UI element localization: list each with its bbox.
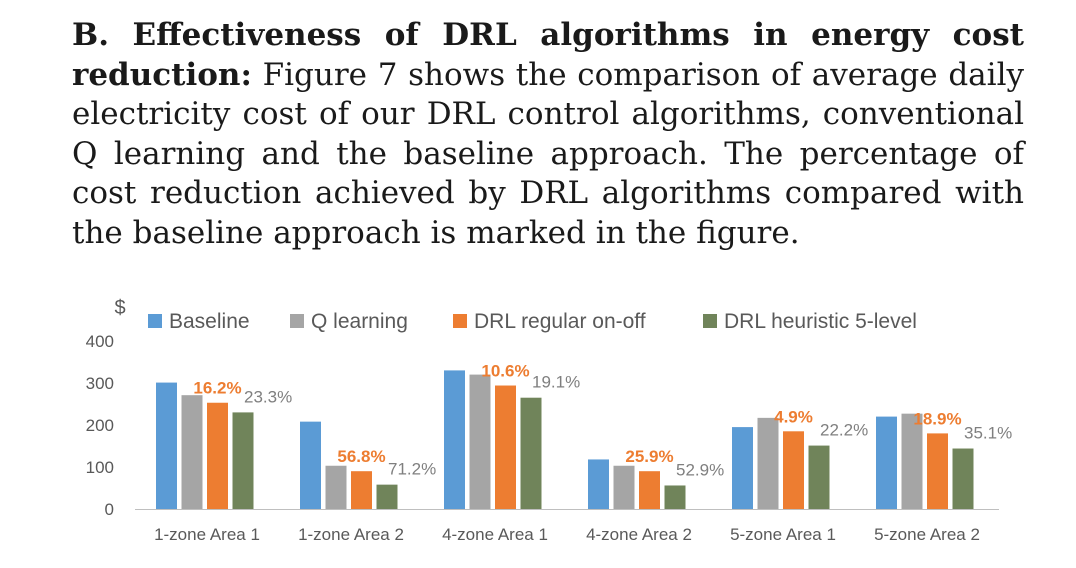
- x-tick-label: 1-zone Area 2: [298, 525, 404, 544]
- y-tick-label: 200: [86, 416, 114, 435]
- x-tick-label: 4-zone Area 1: [442, 525, 548, 544]
- bar: [757, 417, 779, 509]
- bar: [808, 445, 830, 509]
- legend-entry: DRL regular on-off: [474, 310, 646, 333]
- x-tick-label: 5-zone Area 1: [730, 525, 836, 544]
- x-tick-label: 1-zone Area 1: [154, 525, 260, 544]
- legend-entry: Baseline: [169, 310, 250, 333]
- bar: [232, 412, 254, 509]
- bar: [783, 431, 804, 509]
- bar: [207, 402, 228, 509]
- bar: [876, 416, 897, 509]
- bar: [325, 465, 347, 509]
- cost-comparison-chart: $0 100 200 300 400 Baseline Q learning DRL regu…: [86, 297, 1013, 544]
- legend-swatch: [148, 314, 162, 328]
- legend-entry: DRL heuristic 5-level: [724, 310, 917, 333]
- y-tick-label: 300: [86, 374, 114, 393]
- data-label: 35.1%: [964, 424, 1012, 443]
- paragraph-body: Figure 7 shows the comparison of average…: [72, 56, 1024, 251]
- bar: [495, 385, 516, 509]
- data-label: 4.9%: [774, 407, 813, 426]
- y-axis-label: $: [114, 297, 125, 319]
- bar: [639, 471, 660, 509]
- bar: [469, 374, 491, 509]
- section-heading: B. Effectiveness of DRL algorithms in en…: [72, 17, 1024, 93]
- bar: [520, 397, 542, 509]
- data-label: 56.8%: [337, 447, 385, 466]
- data-label: 52.9%: [676, 460, 724, 479]
- y-tick-label: 400: [86, 332, 114, 351]
- bar: [588, 459, 609, 509]
- x-tick-label: 4-zone Area 2: [586, 525, 692, 544]
- bar: [376, 484, 398, 509]
- bar: [300, 421, 321, 509]
- y-tick-label: 0: [105, 500, 114, 519]
- section-paragraph: B. Effectiveness of DRL algorithms in en…: [72, 16, 1024, 253]
- bar: [156, 382, 177, 509]
- legend-swatch: [703, 314, 717, 328]
- data-label: 25.9%: [625, 447, 673, 466]
- data-label: 18.9%: [913, 409, 961, 428]
- data-label: 23.3%: [244, 387, 292, 406]
- data-label: 71.2%: [388, 460, 436, 479]
- bar: [351, 471, 372, 509]
- data-label: 22.2%: [820, 421, 868, 440]
- bar: [901, 413, 923, 509]
- bar: [181, 395, 203, 509]
- x-tick-label: 5-zone Area 2: [874, 525, 980, 544]
- bar: [444, 370, 465, 509]
- bar: [952, 448, 974, 509]
- legend-swatch: [290, 314, 304, 328]
- data-label: 16.2%: [193, 379, 241, 398]
- bar: [927, 433, 948, 509]
- bar: [613, 465, 635, 509]
- bar: [732, 427, 753, 509]
- legend-swatch: [453, 314, 467, 328]
- bar: [664, 485, 686, 509]
- legend-entry: Q learning: [311, 310, 408, 333]
- data-label: 10.6%: [481, 362, 529, 381]
- y-tick-label: 100: [86, 458, 114, 477]
- data-label: 19.1%: [532, 373, 580, 392]
